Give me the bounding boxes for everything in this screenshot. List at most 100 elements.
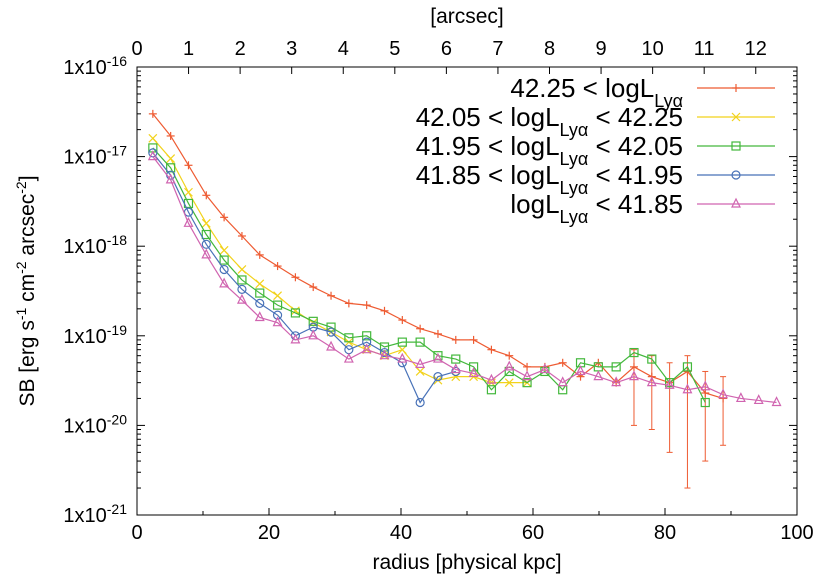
- legend-marker: [732, 84, 740, 92]
- x2-tick-label: 7: [492, 38, 503, 60]
- data-point: [753, 394, 764, 405]
- series-4: [148, 148, 461, 408]
- x2-tick-label: 6: [441, 38, 452, 60]
- data-point: [273, 291, 283, 301]
- data-point: [255, 279, 265, 289]
- data-point: [718, 388, 729, 399]
- x2-tick-label: 4: [338, 38, 349, 60]
- legend-label: 41.85 < logLLyα < 41.95: [416, 160, 683, 198]
- data-point: [220, 213, 229, 222]
- data-point: [629, 370, 639, 381]
- data-point: [273, 262, 282, 271]
- data-point: [254, 311, 265, 322]
- data-point: [255, 288, 265, 298]
- data-point: [362, 301, 371, 310]
- x2-tick-label: 0: [131, 38, 142, 60]
- x2-tick-labels: 0 1 2 3 4 5 6 7 8 9 10 11 12: [131, 38, 766, 60]
- x-tick-label: 80: [654, 522, 676, 544]
- axis-ticks: [136, 66, 798, 516]
- data-point: [450, 363, 461, 374]
- data-point: [504, 360, 515, 371]
- y-tick-label: 1x10-18: [63, 232, 127, 258]
- data-point: [344, 299, 353, 308]
- data-point: [202, 191, 211, 200]
- data-point: [201, 239, 211, 249]
- series-line: [152, 147, 706, 403]
- legend-entry: 41.85 < logLLyα < 41.95: [416, 160, 775, 198]
- data-point: [682, 383, 693, 394]
- legend-label: logLLyα < 41.85: [510, 189, 683, 227]
- data-point: [415, 358, 426, 368]
- data-point: [184, 187, 193, 197]
- data-point: [237, 231, 246, 240]
- data-point: [183, 216, 194, 227]
- data-point: [557, 376, 568, 387]
- data-point: [201, 218, 211, 228]
- data-point: [290, 333, 301, 344]
- data-point: [522, 378, 532, 388]
- data-point: [771, 396, 782, 407]
- x-tick-label: 0: [131, 522, 142, 544]
- series-line: [152, 152, 456, 404]
- legend-marker: [731, 170, 741, 180]
- series-5: [147, 150, 782, 407]
- data-point: [236, 293, 247, 304]
- data-point: [397, 337, 407, 347]
- data-point: [398, 316, 407, 325]
- data-point: [486, 385, 497, 395]
- data-point: [415, 397, 425, 408]
- legend-marker: [731, 141, 741, 151]
- legend-marker: [731, 112, 741, 122]
- data-point: [362, 337, 372, 347]
- x-tick-label: 20: [258, 522, 280, 544]
- data-point: [611, 376, 622, 387]
- data-point: [362, 331, 372, 341]
- data-point: [397, 345, 407, 355]
- data-point: [433, 372, 443, 382]
- y-tick-label: 1x10-17: [63, 143, 127, 169]
- x2-tick-label: 10: [642, 38, 664, 60]
- data-point: [700, 397, 710, 408]
- data-point: [166, 131, 175, 140]
- data-point: [272, 316, 283, 327]
- data-point: [255, 250, 264, 259]
- x2-tick-label: 1: [183, 38, 194, 60]
- y-tick-label: 1x10-21: [63, 501, 127, 527]
- data-point: [166, 154, 176, 164]
- data-point: [272, 310, 283, 320]
- x2-axis-title: [arcsec]: [430, 5, 504, 28]
- data-point: [646, 376, 657, 387]
- data-point: [255, 298, 265, 308]
- data-point: [593, 370, 604, 381]
- y-tick-label: 1x10-20: [63, 411, 127, 437]
- data-point: [380, 306, 389, 315]
- data-point: [469, 335, 478, 344]
- data-point: [290, 308, 300, 318]
- data-point: [219, 255, 229, 265]
- y-tick-label: 1x10-19: [63, 322, 127, 348]
- data-point: [361, 343, 372, 354]
- x-tick-labels: 0 20 40 60 80 100: [131, 522, 813, 544]
- data-series: [147, 109, 782, 489]
- data-point: [629, 362, 638, 371]
- data-point: [504, 378, 514, 388]
- data-point: [469, 362, 479, 372]
- data-point: [165, 173, 176, 184]
- data-point: [523, 362, 532, 371]
- data-point: [451, 335, 460, 344]
- data-point: [272, 300, 283, 310]
- y-tick-labels: 1x10-21 1x10-20 1x10-19 1x10-18 1x10-17 1x10-…: [63, 53, 127, 527]
- data-point: [451, 354, 461, 364]
- data-point: [486, 373, 497, 384]
- data-point: [433, 329, 442, 338]
- data-point: [700, 380, 711, 391]
- legend-entry: logLLyα < 41.85: [510, 189, 775, 227]
- data-point: [415, 337, 425, 347]
- data-point: [665, 378, 675, 388]
- data-point: [237, 265, 247, 274]
- data-point: [539, 363, 550, 374]
- legend-entry: 41.95 < logLLyα < 42.05: [416, 131, 775, 169]
- data-point: [682, 362, 693, 372]
- data-point: [201, 248, 212, 259]
